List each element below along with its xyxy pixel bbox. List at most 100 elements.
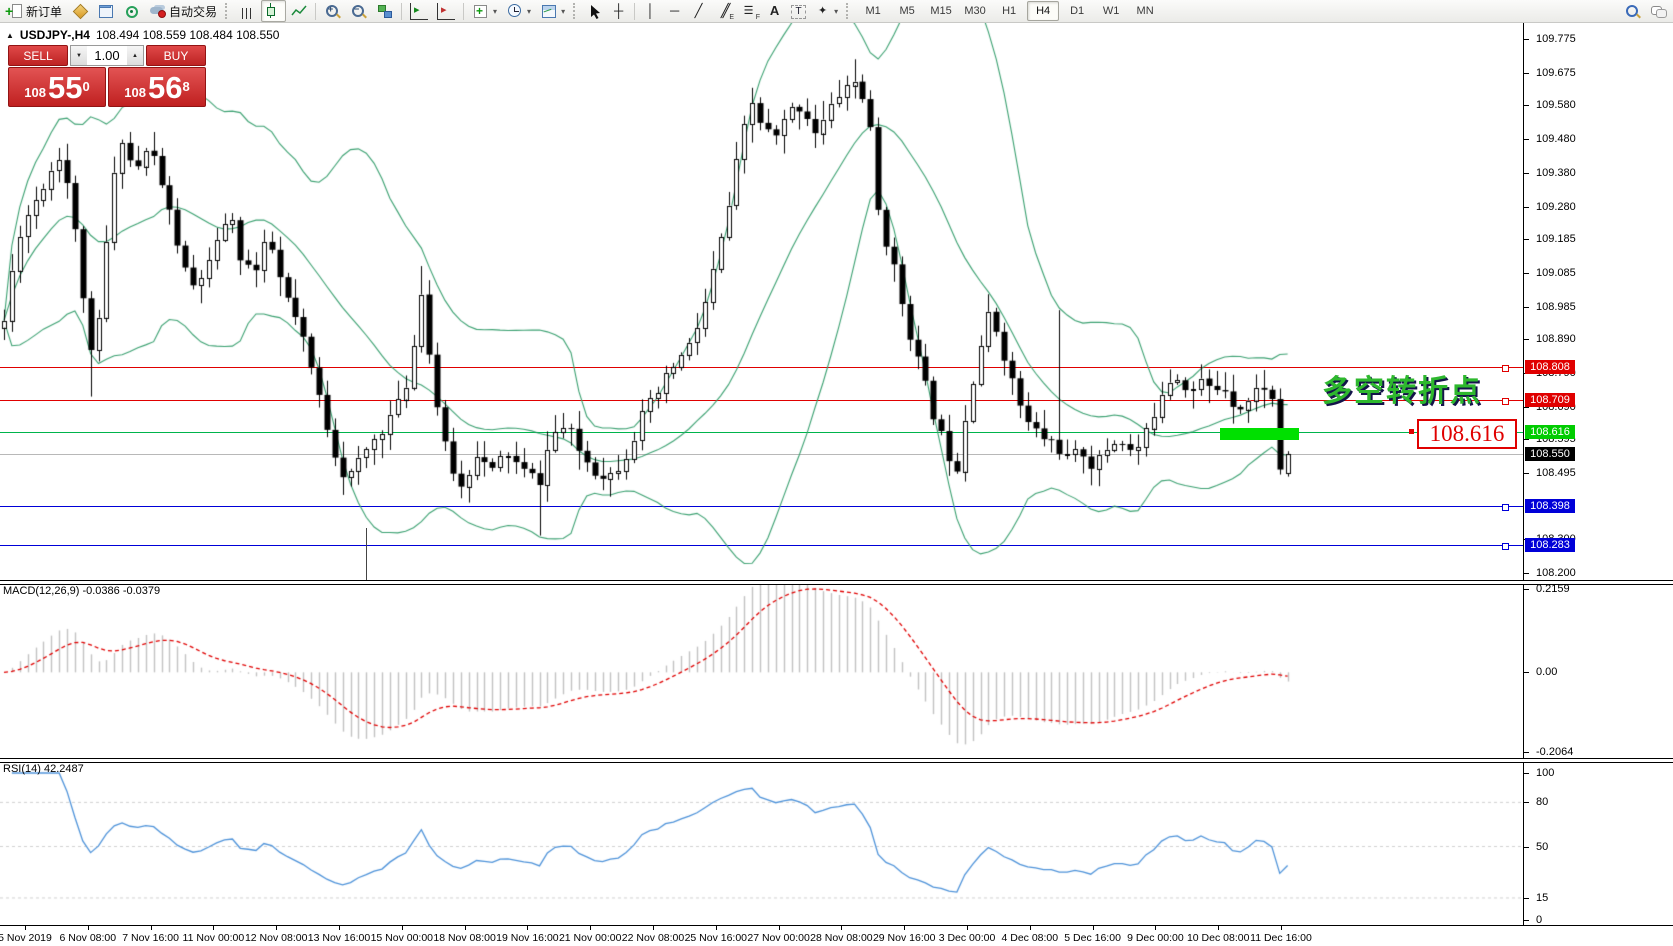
toolbar-separator: [315, 2, 317, 20]
bar-chart-icon: [242, 7, 255, 19]
collapse-panel-icon[interactable]: ▲: [6, 30, 14, 40]
bar-chart-button[interactable]: [236, 0, 260, 22]
time-tick: [339, 926, 340, 930]
time-tick: [276, 926, 278, 930]
timeframe-button-h4[interactable]: H4: [1027, 1, 1060, 21]
time-label: 27 Nov 00:00: [747, 932, 810, 944]
chevron-down-icon: ▾: [834, 6, 839, 16]
crosshair-icon: ┼: [613, 3, 624, 18]
volume-increase-button[interactable]: ▲: [127, 46, 143, 65]
channel-button[interactable]: ╱╱ E: [711, 0, 736, 22]
time-axis[interactable]: 5 Nov 2019 6 Nov 08:00 7 Nov 16:00 11 Nov 0…: [0, 925, 1673, 946]
toolbar-separator: [401, 2, 403, 20]
annotation-anchor-handle[interactable]: [1409, 429, 1414, 434]
channel-icon: ╱╱ E: [720, 3, 735, 21]
volume-decrease-button[interactable]: ▼: [71, 46, 87, 65]
time-tick: [1029, 926, 1031, 930]
trendline-icon: ╱: [694, 3, 703, 18]
time-label: 22 Nov 08:00: [621, 932, 685, 944]
toolbar-separator: [634, 2, 636, 20]
time-label: 12 Nov 08:00: [244, 932, 308, 944]
templates-button[interactable]: ▾: [536, 0, 569, 22]
candlestick-canvas[interactable]: [0, 23, 1523, 580]
time-tick: [653, 926, 654, 930]
candlestick-chart-icon: [265, 3, 282, 19]
zoom-out-icon: −: [350, 3, 367, 19]
tile-windows-icon: [376, 3, 393, 19]
new-order-button[interactable]: 新订单: [2, 0, 66, 22]
arrows-button[interactable]: ✦ ▾: [811, 0, 842, 22]
time-label: 4 Dec 08:00: [1001, 932, 1059, 944]
buy-price-tile[interactable]: 108 56 8: [108, 67, 206, 107]
auto-scroll-button[interactable]: ▸: [406, 0, 432, 22]
zoom-out-button[interactable]: −: [346, 0, 371, 22]
symbol-ohlc: 108.494 108.559 108.484 108.550: [95, 28, 280, 42]
vertical-line-icon: │: [646, 3, 655, 18]
timeframe-button-m15[interactable]: M15: [930, 5, 952, 17]
price-level-label: 108.398: [1525, 498, 1575, 513]
horizontal-line-button[interactable]: ─: [663, 0, 686, 22]
time-label: 21 Nov 00:00: [558, 932, 622, 944]
pane-separator-rsi[interactable]: [0, 758, 1673, 763]
chart-shift-icon: ▸: [437, 2, 456, 20]
turning-point-annotation[interactable]: 多空转折点: [1322, 375, 1482, 408]
crosshair-button[interactable]: ┼: [607, 0, 630, 22]
time-label: 29 Nov 16:00: [872, 932, 936, 944]
fibonacci-button[interactable]: ☰ F: [737, 0, 762, 22]
timeframe-button-m30[interactable]: M30: [964, 5, 986, 17]
new-order-icon: [5, 3, 23, 19]
sell-button[interactable]: SELL: [8, 45, 68, 66]
text-button[interactable]: A: [763, 0, 786, 22]
price-axis[interactable]: 109.775 109.675 109.580 109.480 109.380 109.2…: [1523, 23, 1673, 926]
zoom-in-button[interactable]: +: [320, 0, 345, 22]
time-tick: [527, 926, 529, 930]
chart-shift-button[interactable]: ▸: [433, 0, 459, 22]
toolbar-separator: [463, 2, 465, 20]
indicators-button[interactable]: ▾: [468, 0, 501, 22]
highlight-zone[interactable]: [1220, 428, 1299, 440]
price-level-label: 108.283: [1525, 537, 1575, 552]
buy-button[interactable]: BUY: [146, 45, 206, 66]
time-label: 9 Dec 00:00: [1127, 932, 1184, 944]
line-chart-icon: [291, 5, 307, 16]
trendline-button[interactable]: ╱: [687, 0, 710, 22]
chat-button[interactable]: [1646, 0, 1671, 22]
sell-price-tile[interactable]: 108 55 0: [8, 67, 106, 107]
volume-input[interactable]: [87, 46, 127, 65]
data-window-button[interactable]: [93, 0, 118, 22]
time-tick: [1092, 926, 1094, 930]
toolbar-grip: [846, 3, 852, 19]
timeframe-button-mn[interactable]: MN: [1136, 5, 1154, 17]
rsi-canvas[interactable]: [0, 761, 1523, 925]
time-tick: [778, 926, 780, 930]
time-label: 19 Nov 16:00: [496, 932, 559, 944]
tile-windows-button[interactable]: [372, 0, 397, 22]
price-annotation-box[interactable]: 108.616: [1417, 419, 1517, 449]
chevron-down-icon: ▾: [493, 6, 498, 16]
timeframe-button-m5[interactable]: M5: [899, 5, 915, 17]
timeframe-button-w1[interactable]: W1: [1102, 5, 1120, 17]
time-label: 10 Dec 08:00: [1186, 932, 1250, 944]
periods-button[interactable]: ▾: [502, 0, 535, 22]
candlestick-chart-button[interactable]: [261, 0, 287, 22]
timeframe-button-h1[interactable]: H1: [1002, 5, 1017, 17]
timeframe-button-d1[interactable]: D1: [1070, 5, 1085, 17]
pane-separator-macd[interactable]: [0, 580, 1673, 585]
rsi-label: RSI(14) 42.2487: [3, 763, 84, 775]
search-button[interactable]: [1620, 0, 1645, 22]
text-label-button[interactable]: T: [787, 0, 810, 22]
vertical-line-button[interactable]: │: [639, 0, 662, 22]
market-watch-button[interactable]: [67, 0, 92, 22]
macd-canvas[interactable]: [0, 583, 1523, 757]
horizontal-line-icon: ─: [669, 3, 680, 18]
toolbar-grip: [573, 3, 579, 19]
strategy-signal-button[interactable]: [119, 0, 144, 22]
timeframe-button-m1[interactable]: M1: [865, 5, 881, 17]
autotrading-button[interactable]: 自动交易: [145, 0, 221, 22]
time-tick: [967, 926, 968, 930]
clock-icon: [506, 3, 523, 19]
line-chart-button[interactable]: [287, 0, 311, 22]
indicators-icon: [472, 3, 489, 19]
cursor-button[interactable]: [584, 0, 606, 22]
